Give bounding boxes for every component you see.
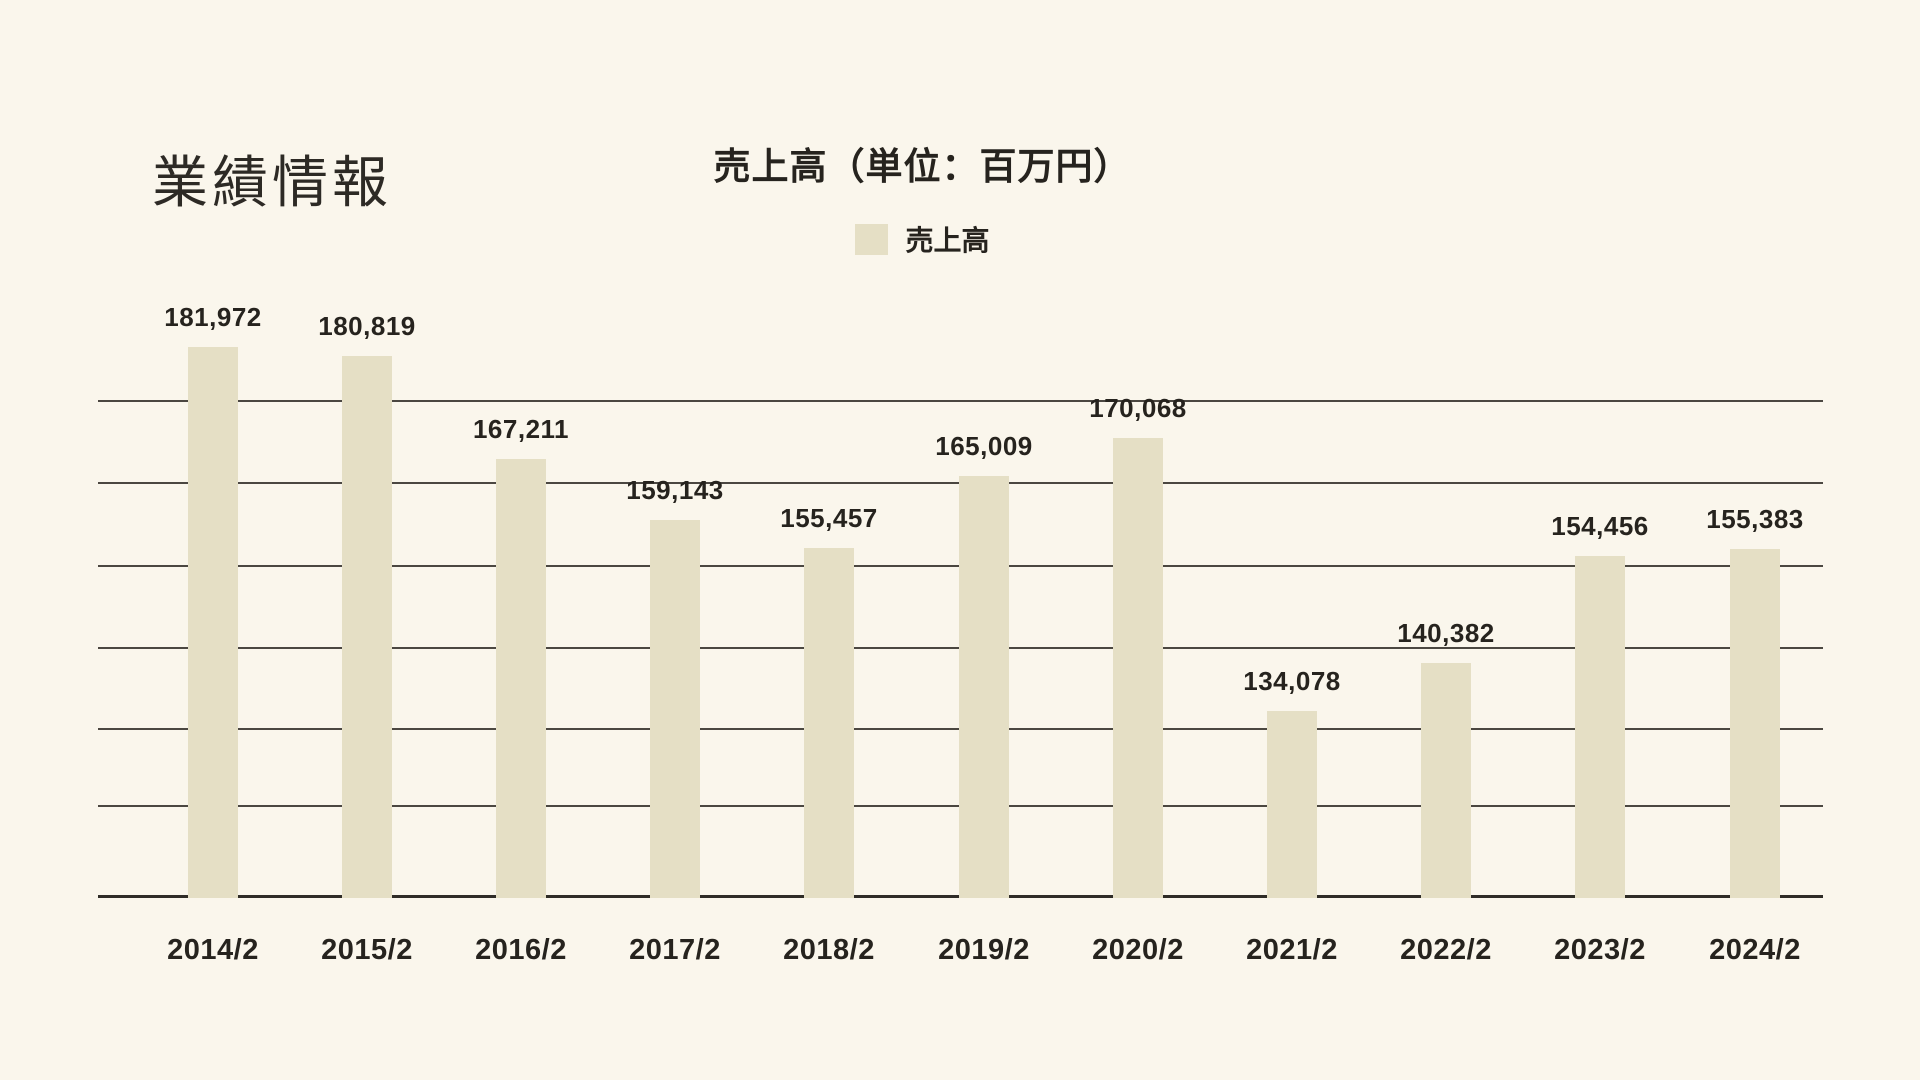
bar-value-label: 155,457 bbox=[780, 503, 878, 533]
bar-2015/2[interactable] bbox=[342, 356, 392, 898]
bar-2024/2[interactable] bbox=[1730, 549, 1780, 898]
gridline bbox=[98, 400, 1823, 402]
x-axis-label: 2018/2 bbox=[783, 934, 875, 966]
bar-value-label: 165,009 bbox=[935, 431, 1033, 461]
x-axis-label: 2019/2 bbox=[938, 934, 1030, 966]
x-axis-label: 2021/2 bbox=[1246, 934, 1338, 966]
legend-label: 売上高 bbox=[905, 225, 990, 256]
bar-value-label: 181,972 bbox=[164, 302, 262, 332]
x-axis-label: 2024/2 bbox=[1709, 934, 1801, 966]
x-axis-label: 2015/2 bbox=[321, 934, 413, 966]
bar-value-label: 155,383 bbox=[1706, 504, 1804, 534]
bar-value-label: 159,143 bbox=[626, 475, 724, 505]
bar-value-label: 140,382 bbox=[1397, 618, 1495, 648]
bar-value-label: 170,068 bbox=[1089, 393, 1187, 423]
bar-value-label: 134,078 bbox=[1243, 666, 1341, 696]
bar-2023/2[interactable] bbox=[1575, 556, 1625, 898]
bar-2020/2[interactable] bbox=[1113, 438, 1163, 898]
bar-2022/2[interactable] bbox=[1421, 663, 1471, 898]
x-axis-label: 2022/2 bbox=[1400, 934, 1492, 966]
x-axis-label: 2020/2 bbox=[1092, 934, 1184, 966]
x-axis-label: 2016/2 bbox=[475, 934, 567, 966]
bar-2018/2[interactable] bbox=[804, 548, 854, 898]
bar-value-label: 154,456 bbox=[1551, 511, 1649, 541]
bar-2014/2[interactable] bbox=[188, 347, 238, 898]
x-axis-label: 2017/2 bbox=[629, 934, 721, 966]
bar-chart-plot-area: 181,972 2014/2 180,819 2015/2 167,211 2016/2 1… bbox=[98, 240, 1823, 966]
bar-2017/2[interactable] bbox=[650, 520, 700, 898]
page-title: 業績情報 bbox=[152, 151, 392, 214]
x-axis-label: 2014/2 bbox=[167, 934, 259, 966]
legend[interactable]: 売上高 bbox=[0, 219, 1845, 259]
x-axis-label: 2023/2 bbox=[1554, 934, 1646, 966]
bar-2016/2[interactable] bbox=[496, 459, 546, 898]
bar-2021/2[interactable] bbox=[1267, 711, 1317, 898]
bar-value-label: 180,819 bbox=[318, 311, 416, 341]
bar-2019/2[interactable] bbox=[959, 476, 1009, 898]
bar-value-label: 167,211 bbox=[472, 414, 570, 444]
legend-swatch-icon bbox=[855, 223, 889, 255]
chart-title: 売上高（単位：百万円） bbox=[713, 146, 1132, 187]
